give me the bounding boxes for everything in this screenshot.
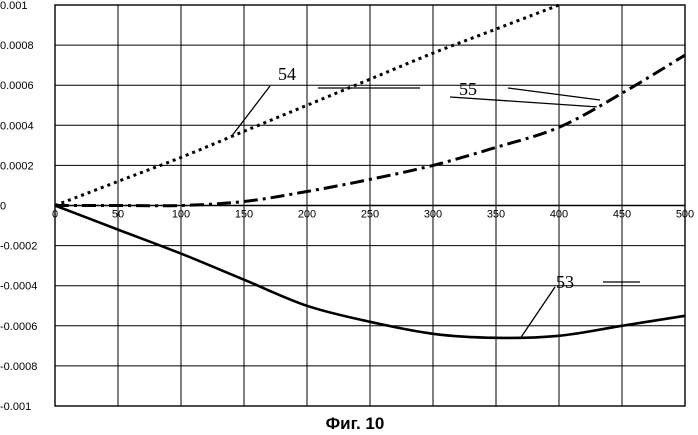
x-tick-label: 50	[112, 209, 124, 221]
figure-caption: Фиг. 10	[326, 414, 385, 433]
x-tick-label: 300	[424, 209, 442, 221]
callout-label-54: 54	[278, 64, 296, 84]
callouts: 54 55 53	[231, 64, 640, 337]
callout-label-53: 53	[556, 272, 574, 292]
x-tick-label: 350	[487, 209, 505, 221]
x-tick-label: 150	[235, 209, 253, 221]
x-tick-label: 450	[613, 209, 631, 221]
y-tick-label: 0	[0, 201, 6, 213]
y-tick-label: 0.001	[0, 0, 28, 12]
x-tick-label: 200	[298, 209, 316, 221]
x-tick-labels: 0 50 100 150 200 250 300 350 400 450 500	[52, 209, 694, 221]
y-tick-label: -0.0006	[0, 321, 37, 333]
x-tick-label: 100	[172, 209, 190, 221]
callout-label-55: 55	[459, 79, 477, 99]
y-tick-label: 0.0002	[0, 160, 34, 172]
x-tick-label: 250	[361, 209, 379, 221]
y-tick-label: -0.001	[0, 401, 31, 413]
y-tick-label: 0.0006	[0, 80, 34, 92]
y-tick-label: 0.0004	[0, 120, 34, 132]
y-tick-label: -0.0008	[0, 361, 37, 373]
y-tick-labels: 0.001 0.0008 0.0006 0.0004 0.0002 0 -0.0002 -0.…	[0, 0, 37, 413]
y-tick-label: -0.0002	[0, 241, 37, 253]
y-tick-label: -0.0004	[0, 281, 37, 293]
y-tick-label: 0.0008	[0, 40, 34, 52]
x-tick-label: 0	[52, 209, 58, 221]
x-tick-label: 500	[676, 209, 694, 221]
x-tick-label: 400	[550, 209, 568, 221]
callout-leader-53	[521, 287, 555, 337]
callout-underline-55	[508, 88, 600, 100]
